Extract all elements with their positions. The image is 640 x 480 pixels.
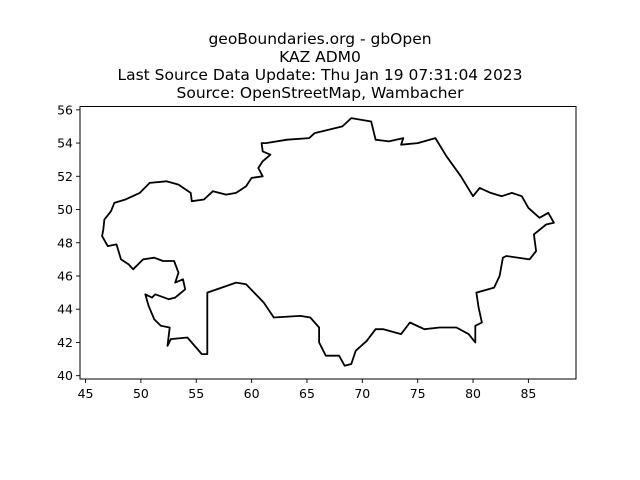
x-axis: 45 50 55 60 65 70 75 80 85	[78, 379, 536, 401]
chart-title: geoBoundaries.org - gbOpen KAZ ADM0 Last…	[0, 30, 640, 102]
x-tick-label: 60	[244, 386, 260, 401]
y-tick-label: 52	[57, 169, 73, 184]
y-tick-label: 54	[57, 136, 73, 151]
x-tick-label: 70	[354, 386, 370, 401]
y-tick-label: 40	[57, 368, 73, 383]
x-tick-label: 85	[520, 386, 536, 401]
y-tick-label: 42	[57, 335, 73, 350]
y-tick-label: 56	[57, 102, 73, 117]
y-axis: 40 42 44 46 48 50 52 54 56	[57, 102, 80, 383]
x-tick-label: 75	[410, 386, 426, 401]
x-tick-label: 80	[465, 386, 481, 401]
title-line-1: geoBoundaries.org - gbOpen	[208, 30, 432, 48]
title-line-4: Source: OpenStreetMap, Wambacher	[176, 84, 464, 102]
y-tick-label: 48	[57, 235, 73, 250]
y-tick-label: 44	[57, 302, 73, 317]
country-boundary	[101, 117, 555, 367]
x-tick-label: 50	[133, 386, 149, 401]
x-tick-label: 45	[78, 386, 94, 401]
y-tick-label: 50	[57, 202, 73, 217]
y-tick-label: 46	[57, 268, 73, 283]
title-line-2: KAZ ADM0	[279, 48, 361, 66]
x-tick-label: 65	[299, 386, 315, 401]
plot-frame	[79, 106, 577, 380]
title-line-3: Last Source Data Update: Thu Jan 19 07:3…	[117, 66, 523, 84]
x-tick-label: 55	[188, 386, 204, 401]
